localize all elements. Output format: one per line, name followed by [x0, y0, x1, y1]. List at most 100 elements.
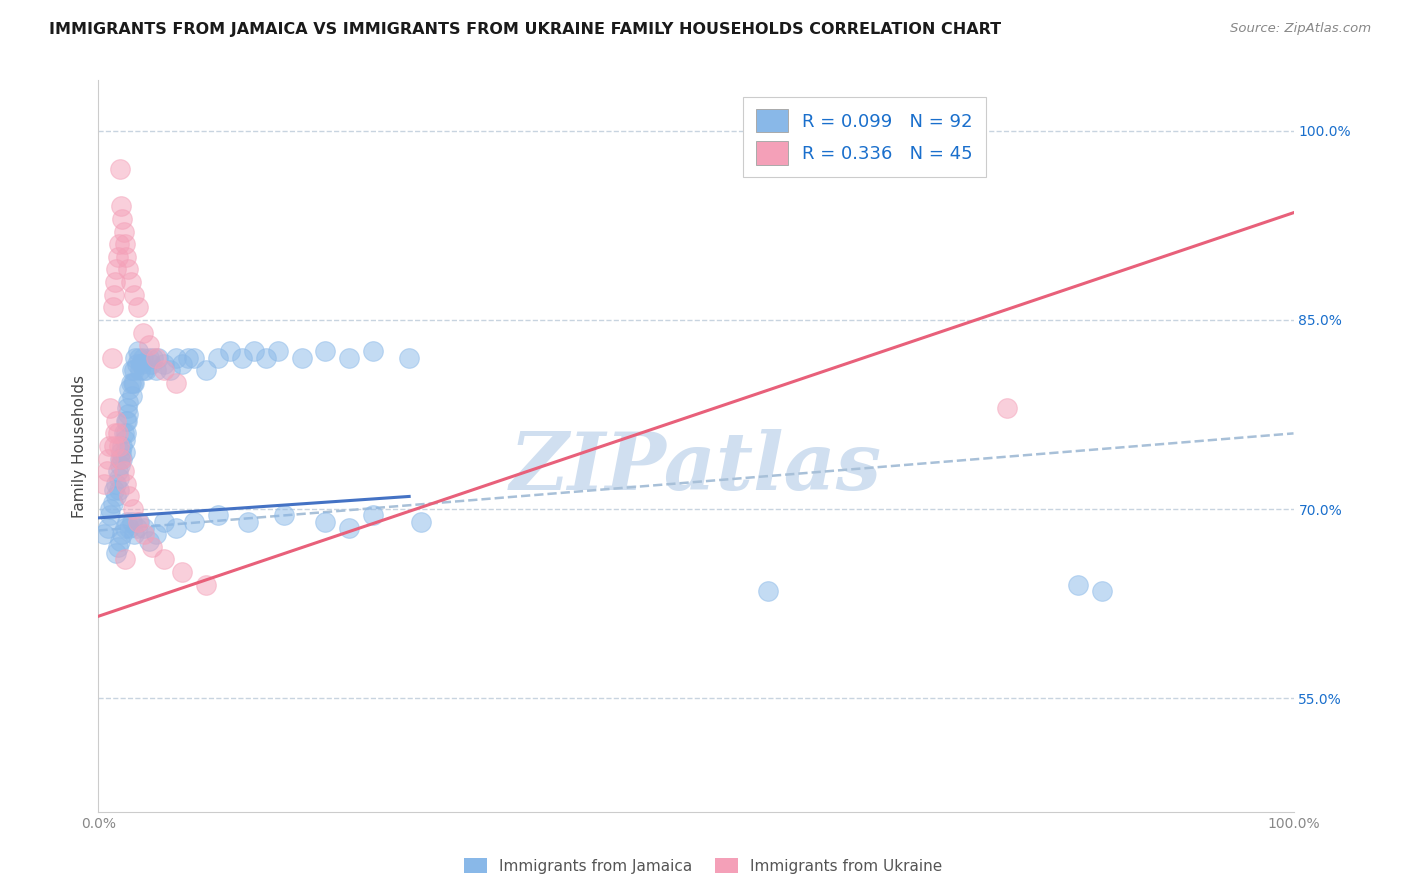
Point: [118, 490, 141, 504]
Point: [254, 351, 277, 365]
Point: [111, 212, 134, 227]
Point: [111, 439, 134, 453]
Point: [111, 451, 134, 466]
Text: IMMIGRANTS FROM JAMAICA VS IMMIGRANTS FROM UKRAINE FAMILY HOUSEHOLDS CORRELATION: IMMIGRANTS FROM JAMAICA VS IMMIGRANTS FR…: [49, 22, 1001, 37]
Point: [124, 363, 146, 377]
Point: [124, 287, 146, 301]
Point: [115, 414, 138, 428]
Point: [145, 351, 167, 365]
Point: [114, 521, 136, 535]
Point: [112, 464, 135, 478]
Point: [236, 515, 259, 529]
Point: [122, 376, 145, 390]
Point: [103, 483, 125, 497]
Point: [105, 414, 128, 428]
Point: [101, 496, 124, 510]
Point: [117, 395, 139, 409]
Point: [105, 262, 128, 277]
Point: [98, 401, 122, 416]
Point: [129, 363, 152, 377]
Point: [145, 527, 167, 541]
Point: [132, 363, 155, 377]
Point: [177, 351, 200, 365]
Point: [98, 502, 122, 516]
Point: [207, 508, 229, 523]
Point: [195, 363, 218, 377]
Point: [104, 275, 127, 289]
Point: [219, 344, 242, 359]
Point: [98, 508, 122, 523]
Point: [97, 521, 120, 535]
Point: [115, 515, 138, 529]
Point: [127, 300, 149, 314]
Point: [93, 527, 115, 541]
Point: [108, 458, 131, 472]
Point: [125, 357, 148, 371]
Y-axis label: Family Households: Family Households: [72, 375, 87, 517]
Point: [97, 451, 120, 466]
Point: [153, 552, 176, 566]
Point: [114, 433, 136, 447]
Point: [411, 515, 433, 529]
Point: [1091, 584, 1114, 599]
Point: [114, 445, 136, 459]
Point: [291, 351, 314, 365]
Point: [339, 351, 361, 365]
Point: [112, 225, 135, 239]
Point: [145, 363, 167, 377]
Point: [128, 515, 150, 529]
Point: [121, 515, 143, 529]
Point: [1067, 578, 1090, 592]
Point: [115, 414, 138, 428]
Point: [93, 476, 115, 491]
Point: [107, 540, 129, 554]
Point: [124, 376, 146, 390]
Point: [115, 426, 138, 441]
Point: [131, 357, 153, 371]
Point: [231, 351, 253, 365]
Point: [98, 439, 121, 453]
Point: [756, 584, 779, 599]
Point: [107, 439, 129, 453]
Point: [207, 351, 229, 365]
Point: [115, 476, 138, 491]
Point: [153, 357, 176, 371]
Legend: R = 0.099   N = 92, R = 0.336   N = 45: R = 0.099 N = 92, R = 0.336 N = 45: [742, 96, 986, 178]
Point: [165, 521, 187, 535]
Point: [108, 451, 131, 466]
Point: [138, 533, 160, 548]
Point: [363, 344, 385, 359]
Point: [273, 508, 295, 523]
Point: [117, 262, 139, 277]
Point: [125, 521, 148, 535]
Point: [315, 344, 337, 359]
Point: [114, 552, 136, 566]
Point: [127, 344, 149, 359]
Point: [183, 515, 205, 529]
Point: [339, 521, 361, 535]
Point: [195, 578, 218, 592]
Point: [172, 565, 194, 579]
Point: [124, 527, 146, 541]
Point: [267, 344, 290, 359]
Text: ZIPatlas: ZIPatlas: [510, 429, 882, 507]
Point: [108, 161, 131, 176]
Point: [121, 388, 143, 402]
Point: [118, 521, 141, 535]
Point: [115, 401, 138, 416]
Point: [101, 300, 124, 314]
Point: [183, 351, 205, 365]
Point: [107, 250, 129, 264]
Point: [122, 502, 145, 516]
Point: [124, 351, 146, 365]
Point: [139, 357, 162, 371]
Point: [138, 338, 160, 352]
Point: [112, 426, 135, 441]
Point: [120, 275, 142, 289]
Point: [105, 546, 128, 560]
Point: [110, 199, 132, 213]
Point: [118, 382, 141, 396]
Point: [131, 351, 153, 365]
Point: [107, 483, 129, 497]
Point: [138, 351, 160, 365]
